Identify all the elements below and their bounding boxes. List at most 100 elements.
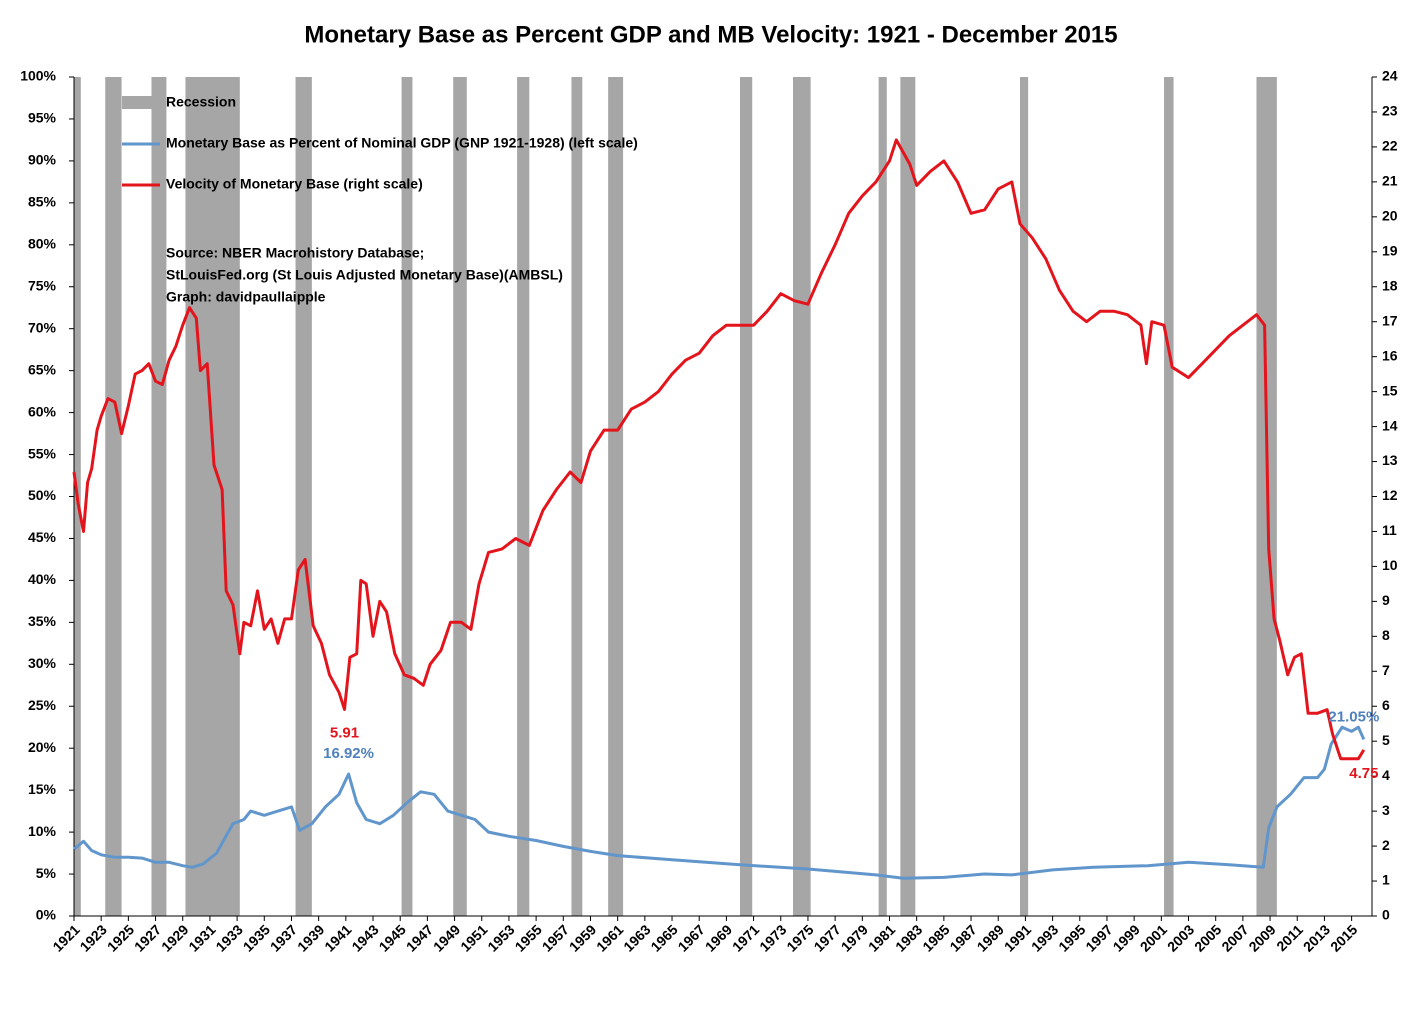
y2-tick-label: 11 <box>1382 522 1397 538</box>
recession-band <box>295 77 312 916</box>
recession-band <box>185 77 240 916</box>
x-tick-label: 2007 <box>1218 921 1251 954</box>
legend-label: Monetary Base as Percent of Nominal GDP … <box>166 135 638 151</box>
y2-tick-label: 6 <box>1382 697 1390 713</box>
x-tick-label: 1935 <box>240 921 273 954</box>
x-tick-label: 1979 <box>838 921 871 954</box>
x-tick-label: 1965 <box>647 921 680 954</box>
y2-tick-label: 12 <box>1382 487 1398 503</box>
x-tick-label: 2001 <box>1137 921 1170 954</box>
y-tick-label: 80% <box>28 236 57 252</box>
x-tick-label: 1945 <box>376 921 409 954</box>
y-tick-label: 75% <box>28 277 57 293</box>
recession-band <box>517 77 530 916</box>
y-tick-label: 70% <box>28 319 57 335</box>
y2-tick-label: 19 <box>1382 242 1398 258</box>
series-line <box>73 725 1366 880</box>
y2-tick-label: 18 <box>1382 277 1398 293</box>
y2-tick-label: 2 <box>1382 837 1390 853</box>
x-tick-label: 1921 <box>49 921 82 954</box>
x-tick-label: 1983 <box>892 921 925 954</box>
x-tick-label: 2005 <box>1191 921 1224 954</box>
x-tick-label: 1975 <box>783 921 816 954</box>
x-tick-label: 1985 <box>919 921 952 954</box>
y2-tick-label: 14 <box>1382 417 1398 433</box>
recession-band <box>151 77 167 916</box>
annotation: 5.91 <box>330 724 359 741</box>
x-tick-label: 1959 <box>566 921 599 954</box>
source-note: Source: NBER Macrohistory Database; <box>166 245 424 261</box>
annotation: 4.75 <box>1349 765 1378 782</box>
y2-tick-label: 15 <box>1382 382 1398 398</box>
recession-band <box>105 77 122 916</box>
recession-band <box>739 77 753 916</box>
x-tick-label: 1947 <box>403 921 436 954</box>
x-tick-label: 1957 <box>539 921 572 954</box>
x-tick-label: 1937 <box>267 921 300 954</box>
x-tick-label: 2011 <box>1273 921 1306 954</box>
x-tick-label: 1923 <box>77 921 110 954</box>
y-tick-label: 65% <box>28 361 57 377</box>
source-note: StLouisFed.org (St Louis Adjusted Moneta… <box>166 267 563 283</box>
y-tick-label: 60% <box>28 403 57 419</box>
x-tick-label: 1963 <box>620 921 653 954</box>
y2-tick-label: 8 <box>1382 627 1390 643</box>
legend-swatch <box>122 96 160 109</box>
x-tick-label: 1977 <box>811 921 844 954</box>
x-tick-label: 1951 <box>457 921 490 954</box>
x-tick-label: 1973 <box>756 921 789 954</box>
y-tick-label: 100% <box>20 68 56 84</box>
y2-tick-label: 9 <box>1382 592 1390 608</box>
recession-band <box>878 77 887 916</box>
y-tick-label: 50% <box>28 487 57 503</box>
x-tick-label: 1929 <box>158 921 191 954</box>
legend-label: Recession <box>166 94 236 110</box>
x-tick-label: 1995 <box>1055 921 1088 954</box>
x-tick-label: 2015 <box>1327 921 1360 954</box>
y2-tick-label: 4 <box>1382 767 1390 783</box>
y2-tick-label: 17 <box>1382 312 1398 328</box>
annotation: 21.05% <box>1328 708 1379 725</box>
recession-band <box>401 77 413 916</box>
recession-band <box>608 77 624 916</box>
source-note: Graph: davidpaullaipple <box>166 289 326 305</box>
x-tick-label: 1931 <box>185 921 218 954</box>
x-tick-label: 1987 <box>946 921 979 954</box>
x-tick-label: 1953 <box>484 921 517 954</box>
y2-tick-label: 22 <box>1382 138 1398 154</box>
y2-tick-label: 3 <box>1382 802 1390 818</box>
recession-band <box>900 77 916 916</box>
y-tick-label: 20% <box>28 739 57 755</box>
x-tick-label: 2003 <box>1164 921 1197 954</box>
legend-label: Velocity of Monetary Base (right scale) <box>166 176 423 192</box>
x-tick-label: 1967 <box>675 921 708 954</box>
recession-band <box>1164 77 1174 916</box>
x-tick-label: 1997 <box>1082 921 1115 954</box>
y2-tick-label: 5 <box>1382 732 1390 748</box>
recession-band <box>571 77 583 916</box>
y-tick-label: 40% <box>28 571 57 587</box>
y-tick-label: 55% <box>28 445 57 461</box>
recession-band <box>792 77 811 916</box>
x-tick-label: 1943 <box>348 921 381 954</box>
y2-tick-label: 7 <box>1382 662 1390 678</box>
x-tick-label: 1927 <box>131 921 164 954</box>
y2-tick-label: 21 <box>1382 173 1398 189</box>
x-tick-label: 1989 <box>974 921 1007 954</box>
y-tick-label: 0% <box>36 907 57 923</box>
x-tick-label: 1925 <box>104 921 137 954</box>
x-tick-label: 1991 <box>1001 921 1034 954</box>
x-tick-label: 1993 <box>1028 921 1061 954</box>
x-tick-label: 1933 <box>212 921 245 954</box>
series-line <box>72 138 1366 761</box>
y2-tick-label: 13 <box>1382 452 1398 468</box>
y-tick-label: 25% <box>28 697 57 713</box>
y-tick-label: 35% <box>28 613 57 629</box>
x-tick-label: 1981 <box>865 921 898 954</box>
y-tick-label: 30% <box>28 655 57 671</box>
x-tick-label: 1969 <box>702 921 735 954</box>
y2-tick-label: 1 <box>1382 872 1390 888</box>
y-tick-label: 5% <box>36 865 57 881</box>
y2-tick-label: 16 <box>1382 347 1398 363</box>
